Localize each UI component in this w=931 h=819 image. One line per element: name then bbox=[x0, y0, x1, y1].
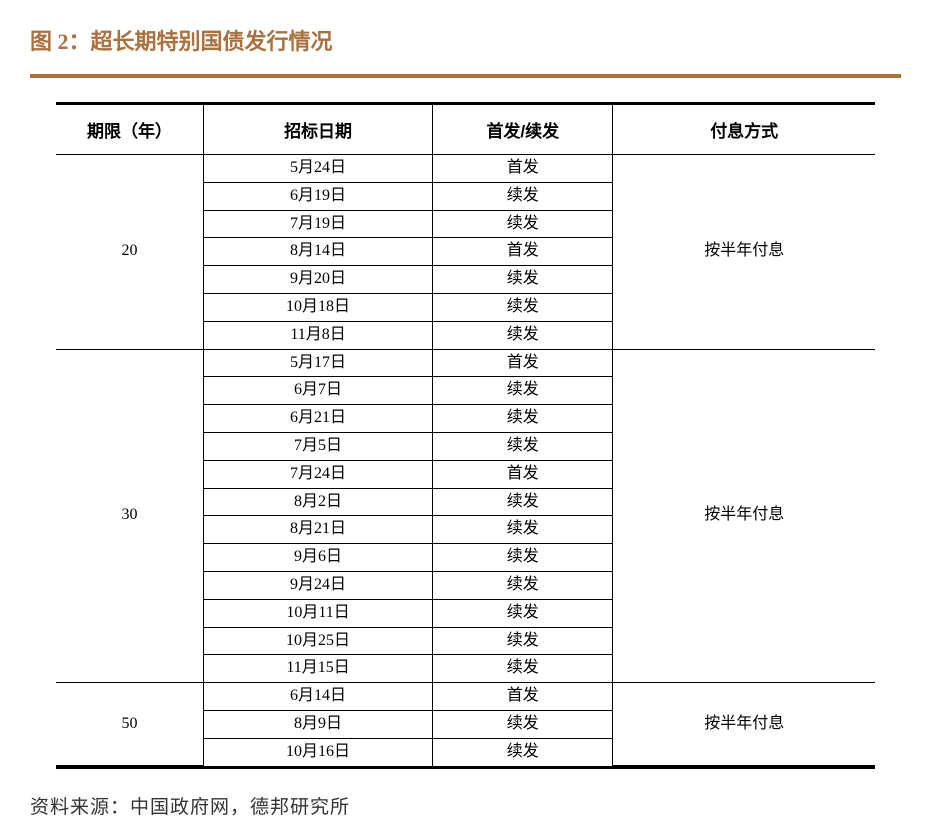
cell-type: 首发 bbox=[433, 349, 613, 377]
cell-type: 续发 bbox=[433, 210, 613, 238]
cell-date: 11月15日 bbox=[203, 655, 432, 683]
cell-date: 9月6日 bbox=[203, 544, 432, 572]
cell-date: 10月25日 bbox=[203, 627, 432, 655]
cell-date: 8月21日 bbox=[203, 516, 432, 544]
table-container: 期限（年） 招标日期 首发/续发 付息方式 205月24日首发按半年付息6月19… bbox=[30, 102, 901, 772]
th-date: 招标日期 bbox=[203, 105, 432, 155]
cell-type: 续发 bbox=[433, 182, 613, 210]
cell-type: 续发 bbox=[433, 321, 613, 349]
source-citation: 资料来源：中国政府网，德邦研究所 bbox=[30, 792, 901, 819]
cell-date: 6月7日 bbox=[203, 377, 432, 405]
cell-pay: 按半年付息 bbox=[613, 349, 875, 683]
accent-rule bbox=[30, 74, 901, 78]
cell-date: 10月16日 bbox=[203, 738, 432, 765]
cell-type: 续发 bbox=[433, 293, 613, 321]
cell-pay: 按半年付息 bbox=[613, 155, 875, 350]
cell-date: 9月24日 bbox=[203, 571, 432, 599]
table-row: 205月24日首发按半年付息 bbox=[56, 155, 875, 183]
cell-type: 续发 bbox=[433, 266, 613, 294]
cell-date: 5月24日 bbox=[203, 155, 432, 183]
table-row: 506月14日首发按半年付息 bbox=[56, 683, 875, 711]
cell-type: 续发 bbox=[433, 432, 613, 460]
cell-term: 30 bbox=[56, 349, 203, 683]
cell-type: 续发 bbox=[433, 627, 613, 655]
cell-date: 8月9日 bbox=[203, 710, 432, 738]
cell-term: 50 bbox=[56, 683, 203, 766]
cell-type: 续发 bbox=[433, 488, 613, 516]
figure-title: 图 2：超长期特别国债发行情况 bbox=[30, 24, 901, 56]
cell-type: 续发 bbox=[433, 710, 613, 738]
cell-type: 续发 bbox=[433, 377, 613, 405]
cell-type: 首发 bbox=[433, 460, 613, 488]
cell-type: 续发 bbox=[433, 738, 613, 765]
cell-date: 8月2日 bbox=[203, 488, 432, 516]
cell-type: 首发 bbox=[433, 155, 613, 183]
cell-date: 11月8日 bbox=[203, 321, 432, 349]
th-type: 首发/续发 bbox=[433, 105, 613, 155]
cell-date: 10月11日 bbox=[203, 599, 432, 627]
cell-term: 20 bbox=[56, 155, 203, 350]
table-row: 305月17日首发按半年付息 bbox=[56, 349, 875, 377]
th-pay: 付息方式 bbox=[613, 105, 875, 155]
cell-type: 续发 bbox=[433, 655, 613, 683]
table-header-row: 期限（年） 招标日期 首发/续发 付息方式 bbox=[56, 105, 875, 155]
cell-type: 续发 bbox=[433, 599, 613, 627]
cell-date: 6月14日 bbox=[203, 683, 432, 711]
cell-type: 续发 bbox=[433, 544, 613, 572]
table-bottom-rule bbox=[56, 766, 875, 772]
cell-pay: 按半年付息 bbox=[613, 683, 875, 766]
cell-date: 7月5日 bbox=[203, 432, 432, 460]
cell-type: 首发 bbox=[433, 683, 613, 711]
cell-date: 8月14日 bbox=[203, 238, 432, 266]
cell-type: 续发 bbox=[433, 516, 613, 544]
cell-date: 9月20日 bbox=[203, 266, 432, 294]
cell-date: 5月17日 bbox=[203, 349, 432, 377]
cell-type: 续发 bbox=[433, 571, 613, 599]
issuance-table: 期限（年） 招标日期 首发/续发 付息方式 205月24日首发按半年付息6月19… bbox=[56, 105, 875, 766]
cell-type: 首发 bbox=[433, 238, 613, 266]
th-term: 期限（年） bbox=[56, 105, 203, 155]
cell-date: 10月18日 bbox=[203, 293, 432, 321]
cell-date: 7月24日 bbox=[203, 460, 432, 488]
cell-date: 6月21日 bbox=[203, 405, 432, 433]
cell-type: 续发 bbox=[433, 405, 613, 433]
cell-date: 7月19日 bbox=[203, 210, 432, 238]
cell-date: 6月19日 bbox=[203, 182, 432, 210]
